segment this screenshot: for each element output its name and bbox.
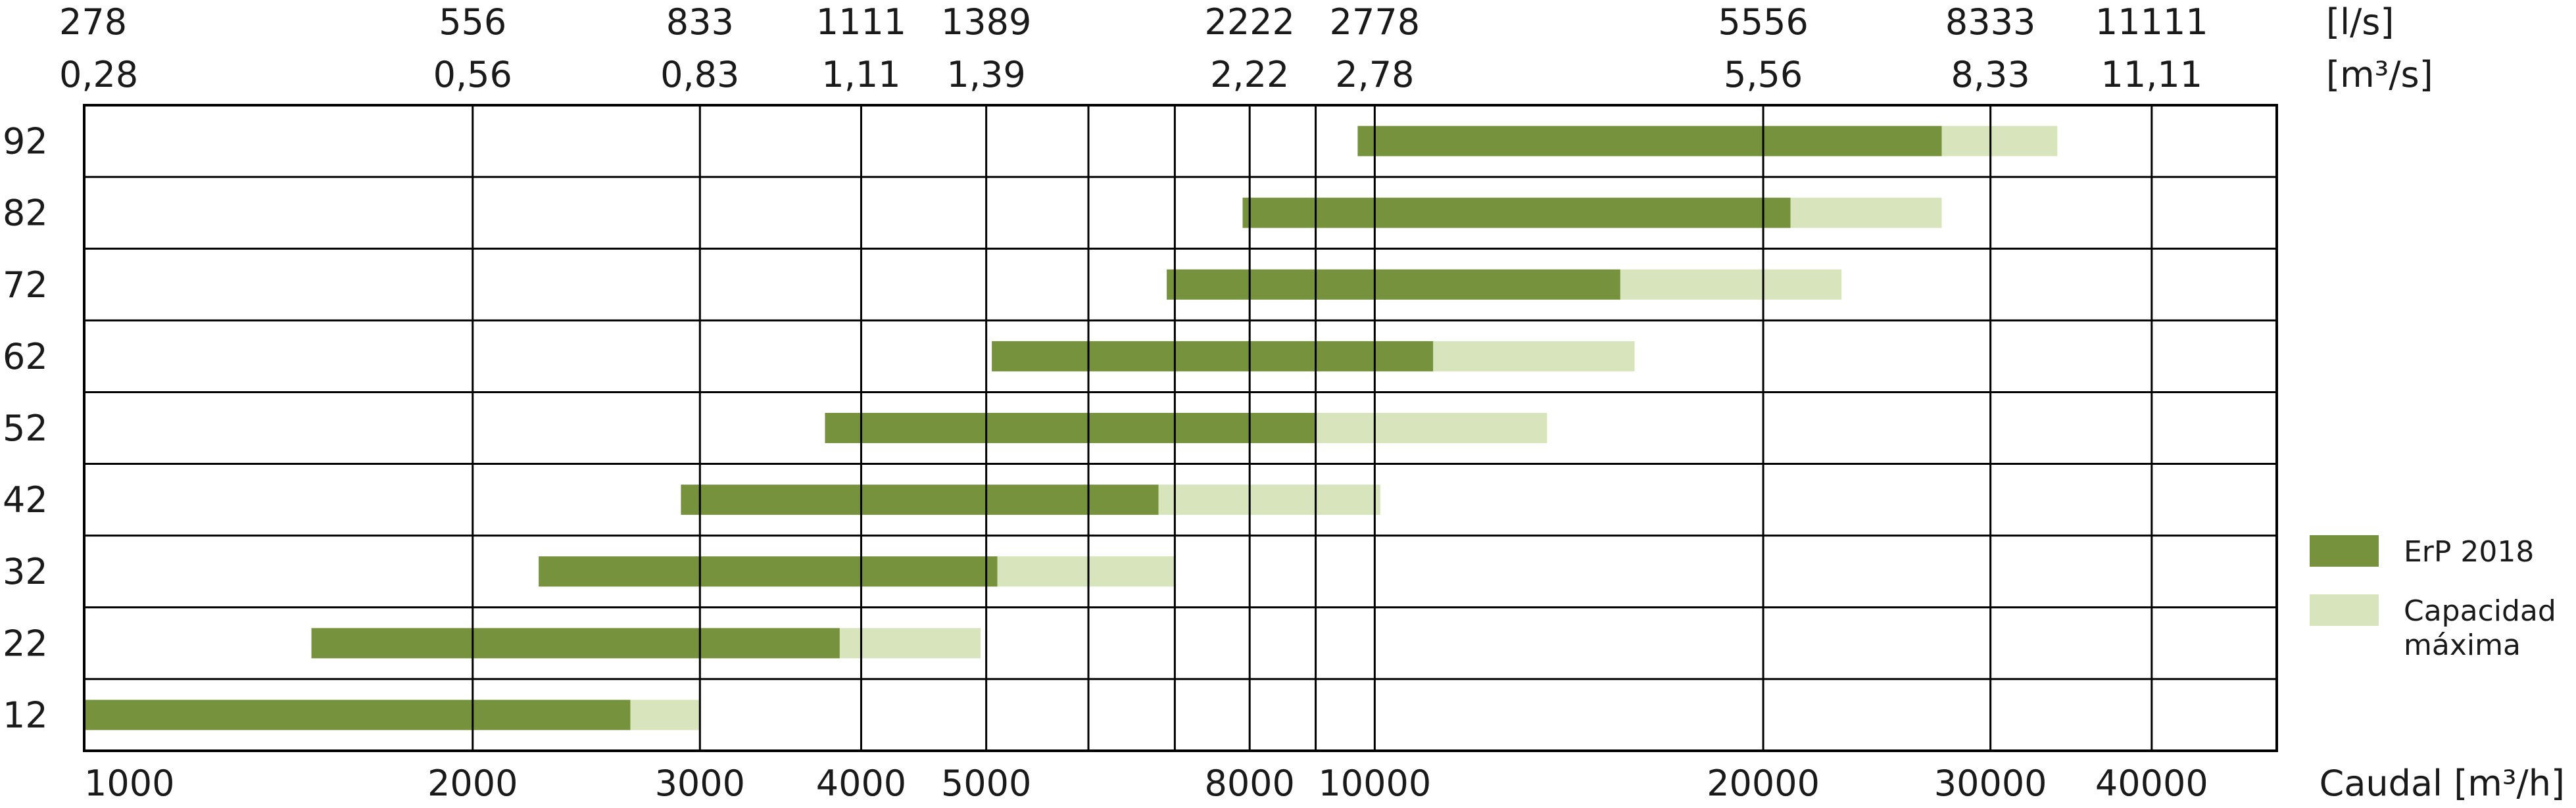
row-label-32: 32 bbox=[3, 551, 48, 592]
top-ls-label-8000: 2222 bbox=[1204, 1, 1294, 43]
row-label-52: 52 bbox=[3, 408, 48, 449]
top-ls-label-30000: 8333 bbox=[1945, 1, 2035, 43]
legend-label-erp: ErP 2018 bbox=[2404, 535, 2534, 569]
erp-bar-12 bbox=[84, 700, 631, 730]
capacity-bar-62 bbox=[1433, 341, 1635, 371]
top-m3s-label-1000: 0,28 bbox=[59, 54, 138, 95]
row-label-72: 72 bbox=[3, 264, 48, 306]
legend-label-capacity: Capacidad máxima bbox=[2404, 594, 2556, 662]
erp-bar-72 bbox=[1167, 269, 1620, 300]
erp-bar-22 bbox=[311, 628, 840, 659]
top-m3s-label-4000: 1,11 bbox=[821, 54, 900, 95]
legend-swatch-erp bbox=[2310, 535, 2379, 567]
erp-bar-62 bbox=[992, 341, 1434, 371]
plot-frame bbox=[83, 104, 2278, 752]
capacity-bar-72 bbox=[1620, 269, 1842, 300]
top-m3s-label-30000: 8,33 bbox=[1951, 54, 2030, 95]
top-ls-label-40000: 11111 bbox=[2095, 1, 2208, 43]
x-tick-label-10000: 10000 bbox=[1318, 763, 1431, 804]
x-tick-label-40000: 40000 bbox=[2095, 763, 2208, 804]
capacity-bar-82 bbox=[1790, 197, 1942, 228]
capacity-bar-42 bbox=[1158, 485, 1380, 515]
top-m3s-label-8000: 2,22 bbox=[1210, 54, 1289, 95]
x-tick-label-2000: 2000 bbox=[427, 763, 518, 804]
capacity-bar-92 bbox=[1941, 126, 2058, 156]
row-label-22: 22 bbox=[3, 623, 48, 664]
top-ls-unit: [l/s] bbox=[2326, 1, 2394, 43]
top-ls-label-20000: 5556 bbox=[1718, 1, 1808, 43]
top-ls-label-10000: 2778 bbox=[1330, 1, 1420, 43]
x-tick-label-5000: 5000 bbox=[941, 763, 1031, 804]
capacity-bar-52 bbox=[1315, 413, 1547, 443]
erp-bar-52 bbox=[825, 413, 1316, 443]
row-label-12: 12 bbox=[3, 694, 48, 736]
bars-layer bbox=[84, 126, 2058, 730]
capacity-bar-32 bbox=[997, 556, 1175, 587]
top-ls-label-5000: 1389 bbox=[941, 1, 1031, 43]
erp-bar-82 bbox=[1242, 197, 1791, 228]
x-tick-label-20000: 20000 bbox=[1707, 763, 1820, 804]
top-m3s-label-5000: 1,39 bbox=[947, 54, 1026, 95]
erp-bar-32 bbox=[539, 556, 998, 587]
row-label-62: 62 bbox=[3, 336, 48, 377]
top-m3s-label-20000: 5,56 bbox=[1724, 54, 1803, 95]
top-m3s-label-10000: 2,78 bbox=[1335, 54, 1414, 95]
top-m3s-label-3000: 0,83 bbox=[660, 54, 739, 95]
labels-layer: 92 82 72 62 52 42 32 22 12 1000 2000 3000 4000 5000 80… bbox=[3, 1, 2565, 804]
top-m3s-unit: [m³/s] bbox=[2326, 54, 2433, 95]
top-m3s-label-40000: 11,11 bbox=[2101, 54, 2203, 95]
top-ls-label-3000: 833 bbox=[666, 1, 734, 43]
grid-layer bbox=[83, 104, 2278, 752]
row-label-82: 82 bbox=[3, 193, 48, 234]
row-label-42: 42 bbox=[3, 479, 48, 521]
x-tick-label-3000: 3000 bbox=[655, 763, 745, 804]
x-tick-label-4000: 4000 bbox=[816, 763, 906, 804]
legend-swatch-capacity bbox=[2310, 594, 2379, 626]
capacity-bar-12 bbox=[630, 700, 700, 730]
x-axis-label: Caudal [m³/h] bbox=[2320, 763, 2565, 804]
capacity-bar-22 bbox=[839, 628, 981, 659]
top-m3s-label-2000: 0,56 bbox=[433, 54, 512, 95]
erp-bar-42 bbox=[681, 485, 1159, 515]
top-ls-label-4000: 1111 bbox=[816, 1, 906, 43]
x-tick-label-30000: 30000 bbox=[1934, 763, 2047, 804]
x-tick-label-8000: 8000 bbox=[1204, 763, 1294, 804]
x-tick-label-1000: 1000 bbox=[84, 763, 174, 804]
erp-bar-92 bbox=[1357, 126, 1942, 156]
row-label-92: 92 bbox=[3, 121, 48, 162]
top-ls-label-2000: 556 bbox=[439, 1, 506, 43]
legend: ErP 2018 Capacidad máxima bbox=[2310, 535, 2556, 662]
top-ls-label-1000: 278 bbox=[59, 1, 127, 43]
